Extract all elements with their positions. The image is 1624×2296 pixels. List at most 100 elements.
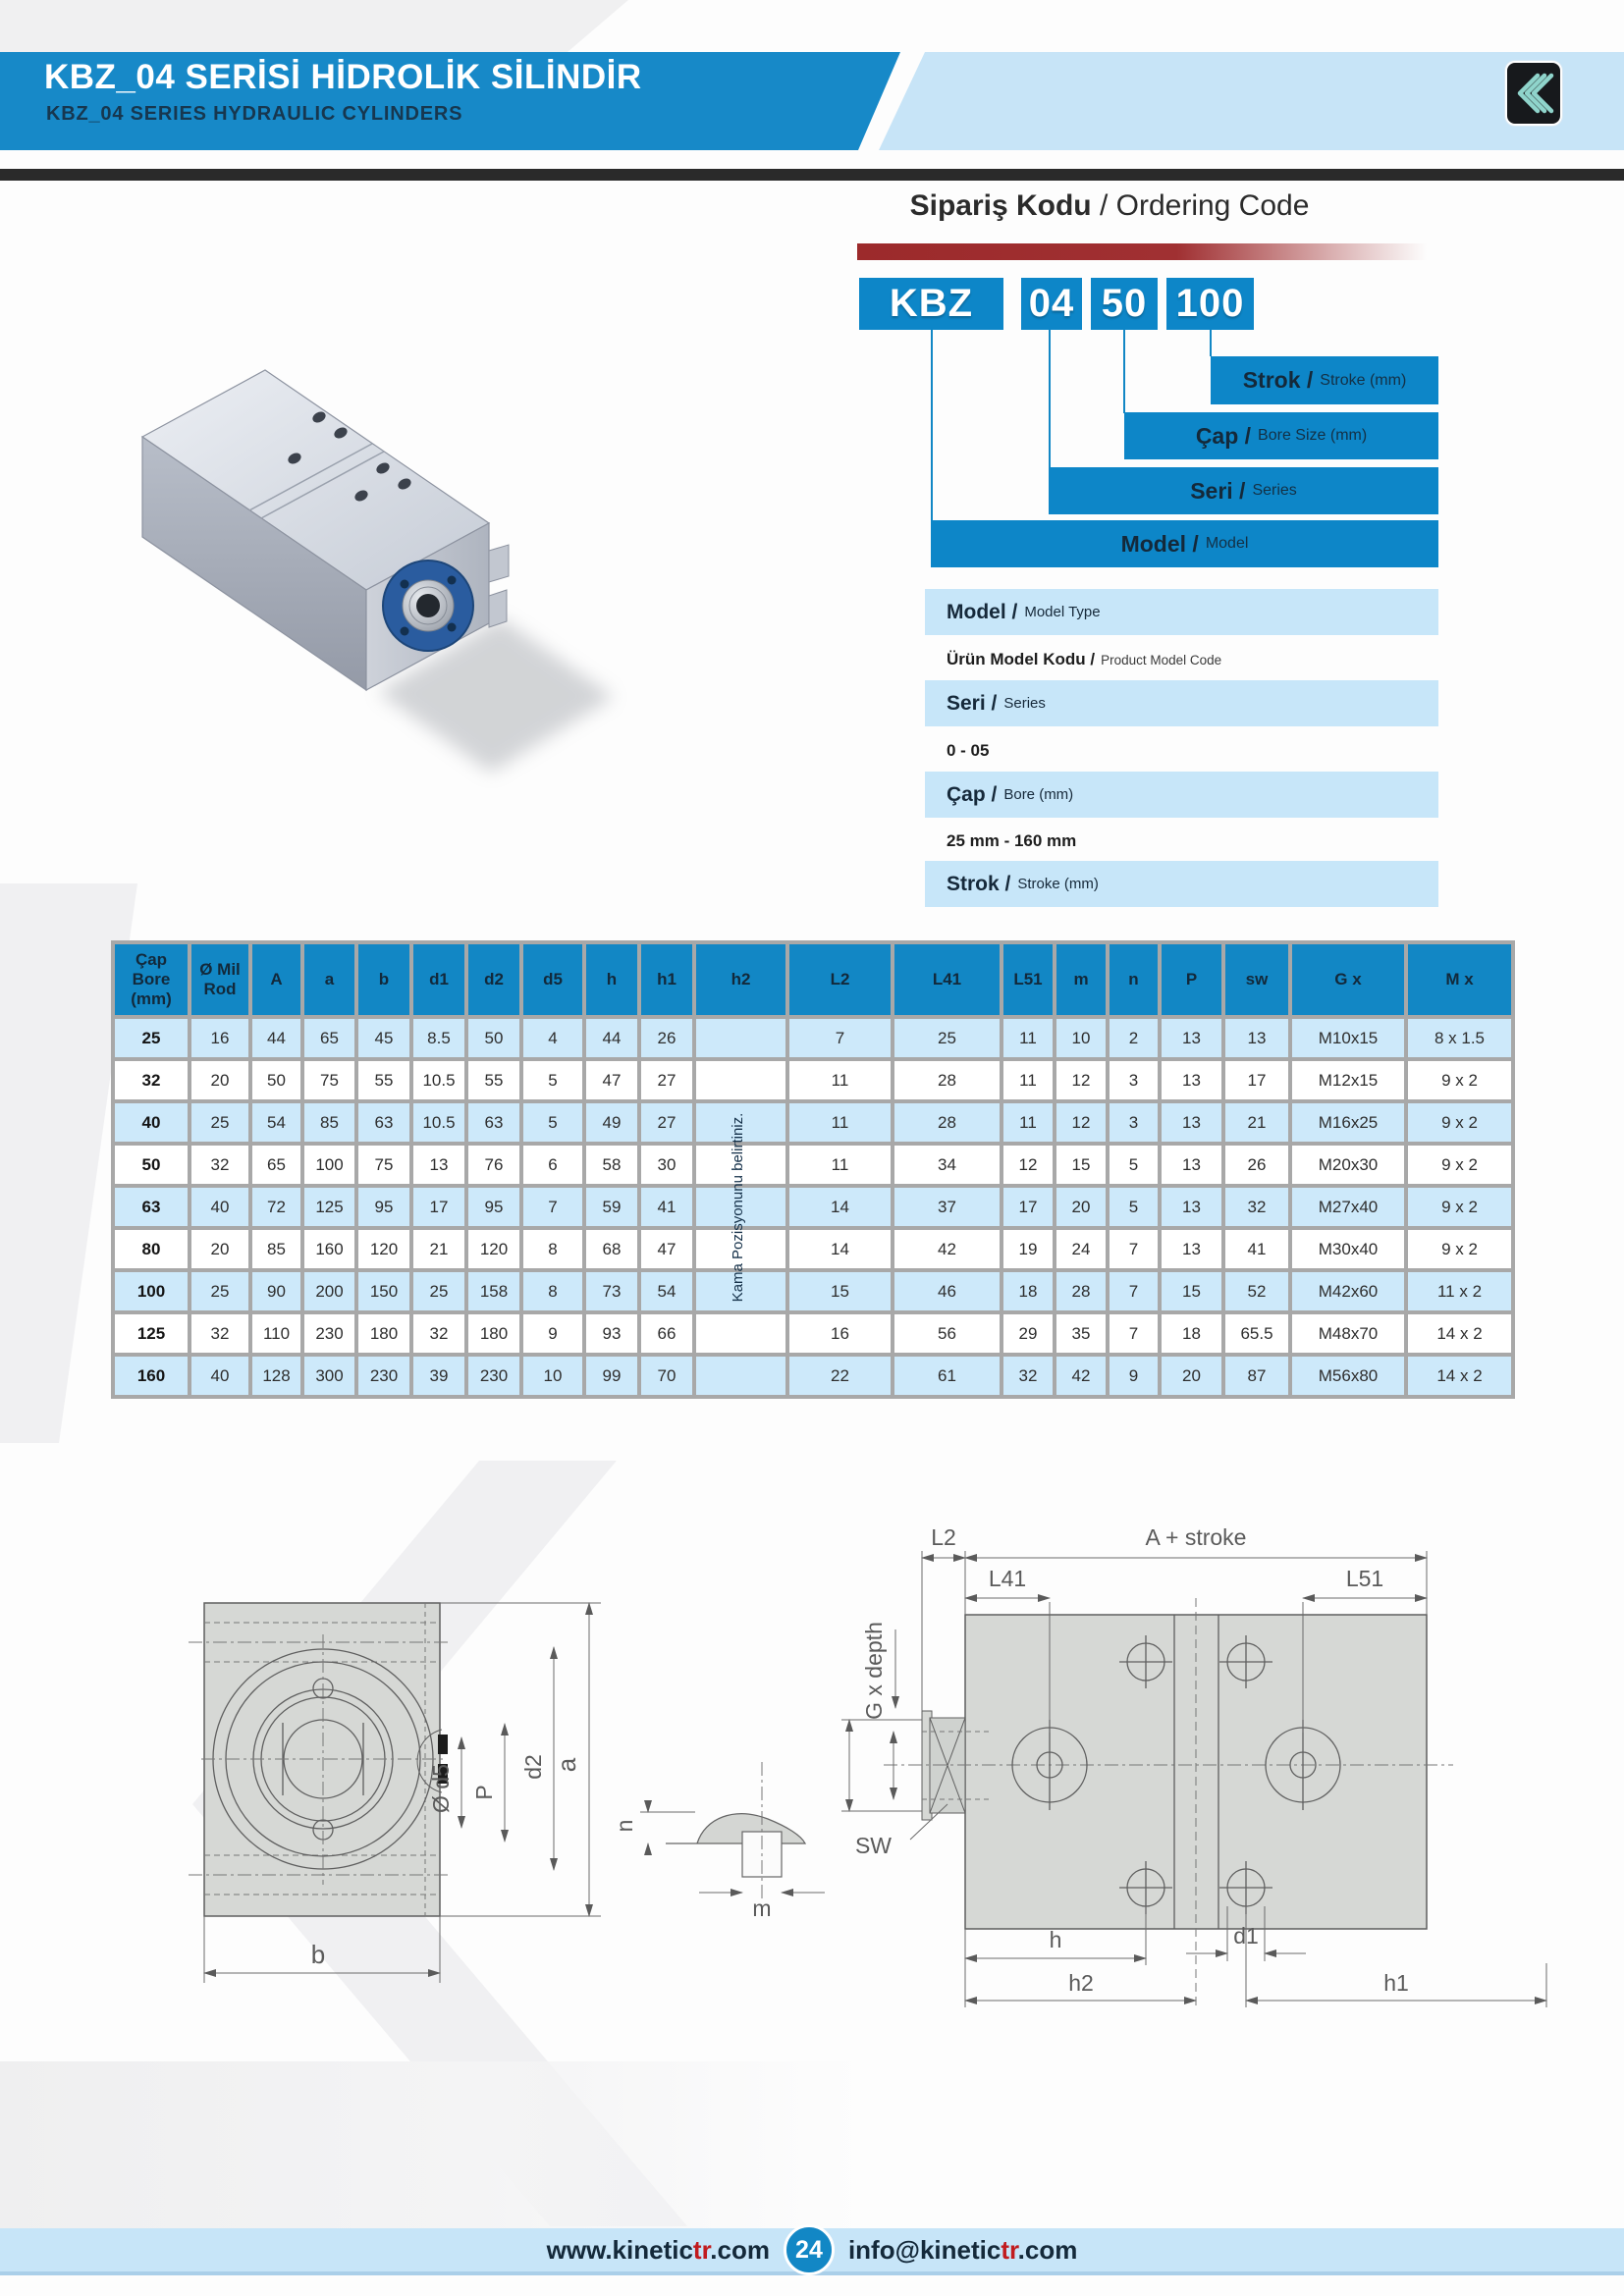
table-cell: 28: [894, 1061, 1000, 1099]
table-cell: 120: [358, 1230, 409, 1268]
column-header: L2: [789, 944, 891, 1015]
table-row: 63 40 72 125 95 17 95 7 59 41 14 37 17 20 5 13 32 M27x40 9…: [115, 1188, 1511, 1226]
table-cell: 8 x 1.5: [1408, 1019, 1511, 1057]
bar-bore: Çap / Bore Size (mm): [1124, 412, 1438, 459]
table-cell: [696, 1019, 785, 1057]
table-cell: 59: [586, 1188, 637, 1226]
table-cell: 13: [1162, 1146, 1221, 1184]
column-header: d2: [468, 944, 519, 1015]
table-cell: 95: [468, 1188, 519, 1226]
page-subtitle: KBZ_04 SERIES HYDRAULIC CYLINDERS: [46, 103, 463, 125]
footer-website-post: .com: [710, 2234, 770, 2265]
table-cell: 8: [523, 1230, 582, 1268]
column-header: L41: [894, 944, 1000, 1015]
table-cell: 41: [641, 1188, 692, 1226]
table-cell: 40: [191, 1357, 248, 1395]
column-header: h1: [641, 944, 692, 1015]
table-row: 32 20 50 75 55 10.5 55 5 47 27 11 28 11 12 3 13 17 M12x15…: [115, 1061, 1511, 1099]
row-bore-cell: 80: [115, 1230, 188, 1268]
header-banner: KBZ_04 SERİSİ HİDROLİK SİLİNDİR KBZ_04 S…: [0, 52, 900, 150]
table-cell: 300: [304, 1357, 354, 1395]
table-cell: 61: [894, 1357, 1000, 1395]
table-cell: 75: [304, 1061, 354, 1099]
red-accent-bar: [857, 243, 1438, 260]
table-cell: 5: [1110, 1146, 1158, 1184]
dim-label-sw: SW: [855, 1833, 892, 1858]
table-cell: 7: [1110, 1272, 1158, 1310]
table-cell: 13: [1162, 1188, 1221, 1226]
connector-line-model: [931, 330, 933, 520]
footer-bar: www.kinetictr.com 24 info@kinetictr.com: [0, 2224, 1624, 2275]
product-shadow: [378, 618, 614, 773]
table-cell: 128: [252, 1357, 300, 1395]
table-cell: 73: [586, 1272, 637, 1310]
bar-series-sub: Series: [1252, 482, 1297, 499]
dim-label-d2: d2: [520, 1754, 546, 1780]
table-cell: 28: [894, 1103, 1000, 1142]
info-sub: Series: [1003, 695, 1046, 712]
table-cell: 20: [1162, 1357, 1221, 1395]
table-cell: 150: [358, 1272, 409, 1310]
table-cell: 230: [468, 1357, 519, 1395]
table-row: 25 16 44 65 45 8.5 50 4 44 26 7 25 11 10 2 13 13 M10x15 8 …: [115, 1019, 1511, 1057]
table-cell: 50: [468, 1019, 519, 1057]
table-cell: 9 x 2: [1408, 1188, 1511, 1226]
table-cell: [696, 1272, 785, 1310]
table-cell: 9 x 2: [1408, 1061, 1511, 1099]
table-cell: 6: [523, 1146, 582, 1184]
info-sub: Stroke (mm): [1017, 876, 1099, 892]
table-cell: 7: [523, 1188, 582, 1226]
column-header: Çap Bore (mm): [115, 944, 188, 1015]
dim-label-d1: d1: [1233, 1923, 1259, 1949]
ordering-heading-en: / Ordering Code: [1091, 189, 1310, 222]
chevron-left-icon: [1517, 73, 1554, 114]
table-cell: 27: [641, 1061, 692, 1099]
table-cell: 85: [252, 1230, 300, 1268]
table-cell: 11 x 2: [1408, 1272, 1511, 1310]
table-cell: 15: [1056, 1146, 1106, 1184]
dim-label-l41: L41: [989, 1566, 1026, 1591]
row-bore-cell: 25: [115, 1019, 188, 1057]
table-cell: 9 x 2: [1408, 1103, 1511, 1142]
table-row: 50 32 65 100 75 13 76 6 58 30 11 34 12 15 5 13 26 M20x30 9…: [115, 1146, 1511, 1184]
table-cell: 24: [1056, 1230, 1106, 1268]
column-header: h: [586, 944, 637, 1015]
footer-website-tr: tr: [692, 2234, 711, 2265]
background-diagonal-bottom: [0, 2061, 864, 2230]
table-cell: [696, 1103, 785, 1142]
table-cell: M48x70: [1292, 1314, 1404, 1353]
table-cell: 14: [789, 1188, 891, 1226]
dim-label-d5: Ø d5: [428, 1764, 454, 1813]
background-diagonal-top: [0, 0, 628, 52]
column-header: L51: [1003, 944, 1053, 1015]
table-cell: 5: [1110, 1188, 1158, 1226]
table-cell: 15: [789, 1272, 891, 1310]
info-label: Seri /: [947, 691, 998, 715]
table-cell: 35: [1056, 1314, 1106, 1353]
table-cell: 25: [191, 1272, 248, 1310]
table-cell: 2: [1110, 1019, 1158, 1057]
product-top-holes: [288, 411, 411, 502]
code-box-stroke: 100: [1166, 278, 1254, 330]
table-cell: [696, 1314, 785, 1353]
row-bore-cell: 63: [115, 1188, 188, 1226]
column-header: b: [358, 944, 409, 1015]
table-cell: 45: [358, 1019, 409, 1057]
header-banner-light: [879, 52, 1624, 150]
table-cell: [696, 1357, 785, 1395]
table-cell: 21: [413, 1230, 464, 1268]
column-header: A: [252, 944, 300, 1015]
bar-bore-label: Çap /: [1195, 422, 1252, 449]
table-cell: 63: [358, 1103, 409, 1142]
side-view-drawing: n m: [612, 1524, 1547, 2010]
table-cell: 125: [304, 1188, 354, 1226]
bar-stroke-label: Strok /: [1242, 367, 1314, 393]
table-cell: 22: [789, 1357, 891, 1395]
table-cell: 55: [358, 1061, 409, 1099]
table-cell: 39: [413, 1357, 464, 1395]
column-header: h2: [696, 944, 785, 1015]
table-cell: M12x15: [1292, 1061, 1404, 1099]
table-cell: 110: [252, 1314, 300, 1353]
dim-label-l2: L2: [931, 1524, 956, 1550]
table-cell: 200: [304, 1272, 354, 1310]
